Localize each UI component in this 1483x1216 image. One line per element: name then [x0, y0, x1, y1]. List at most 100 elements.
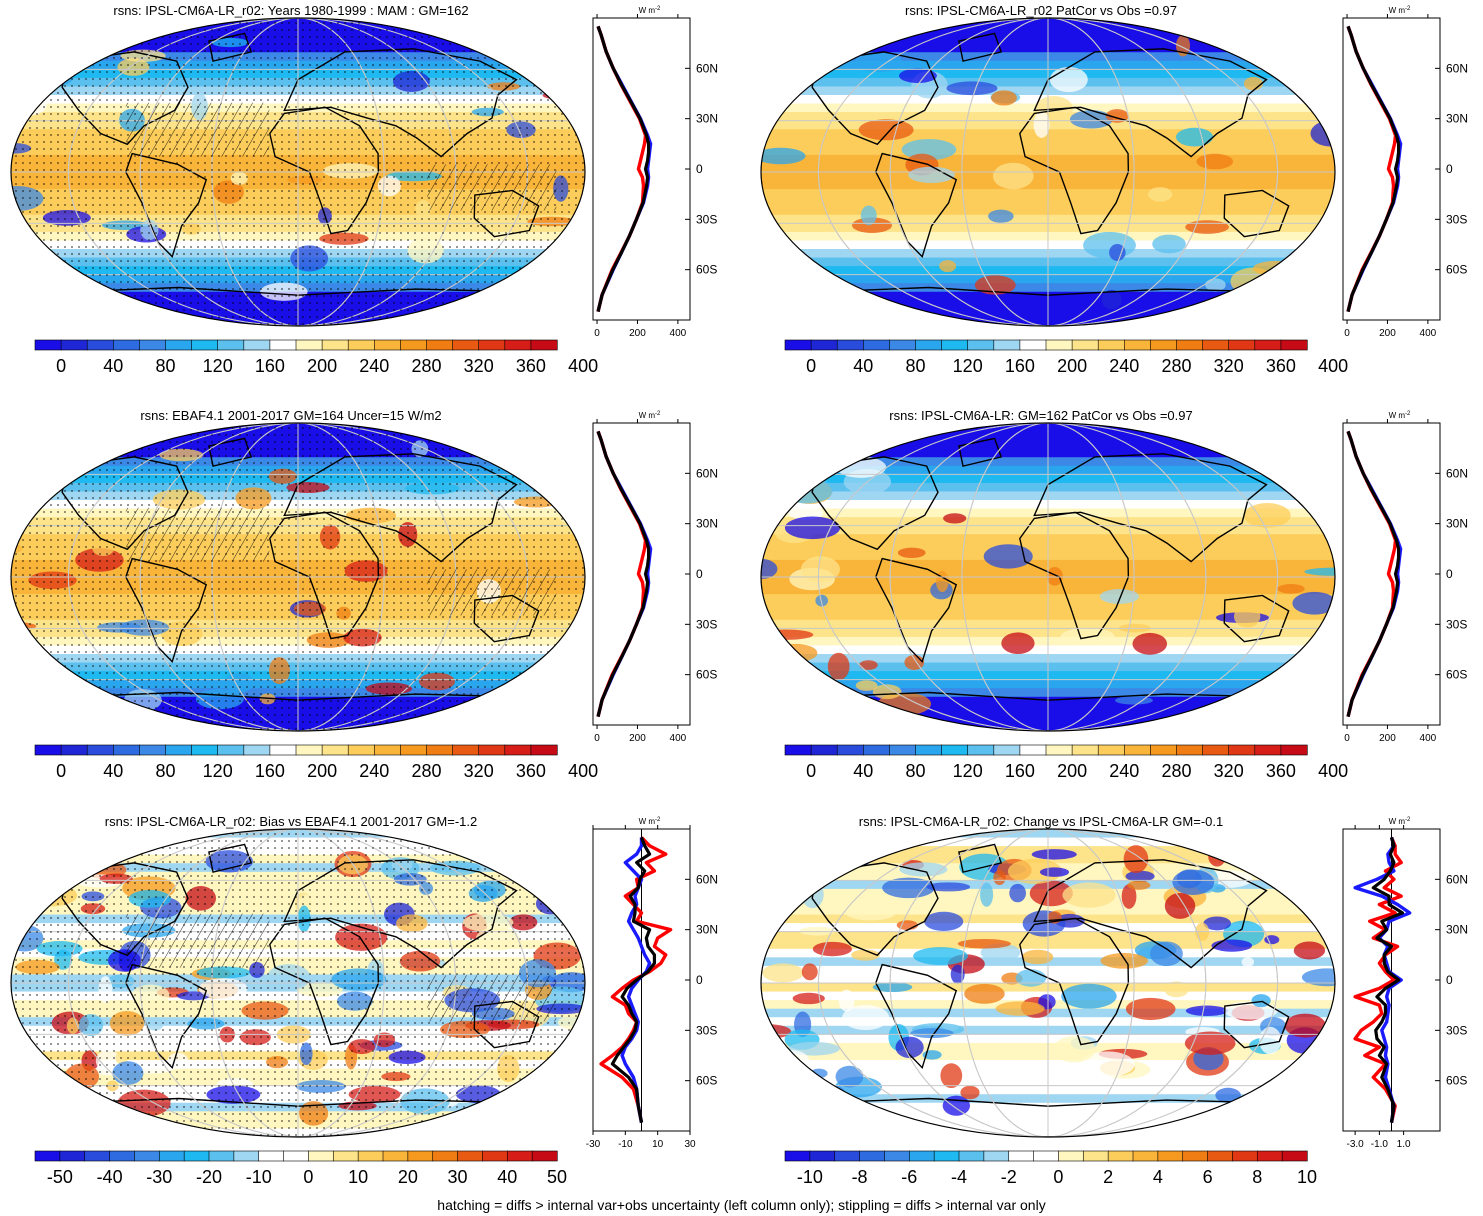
zonal-lat-label: 0 [1446, 567, 1453, 581]
colorbar-label: 200 [1057, 356, 1087, 376]
colorbar-swatch [785, 340, 811, 350]
zonal-lat-label: 30N [1446, 112, 1468, 126]
colorbar-label: 40 [103, 356, 123, 376]
zonal-unit-label: W m-2 [1389, 817, 1411, 826]
colorbar-swatch [889, 745, 915, 755]
zonal-unit-label: W m-2 [639, 6, 661, 15]
colorbar-swatch [184, 1151, 209, 1161]
zonal-frame [1343, 423, 1440, 725]
colorbar-label: 10 [1297, 1167, 1317, 1187]
zonal-lat-label: 30N [696, 923, 718, 937]
colorbar-label: -4 [951, 1167, 967, 1187]
colorbar-label: 4 [1153, 1167, 1163, 1187]
zonal-x-label: -3.0 [1347, 1139, 1365, 1150]
panel-change: rsns: IPSL-CM6A-LR_r02: Change vs IPSL-C… [750, 811, 1483, 1216]
colorbar-swatch [192, 745, 218, 755]
zonal-x-label: -30 [586, 1139, 601, 1150]
colorbar-swatch [994, 340, 1020, 350]
colorbar-swatch [994, 745, 1020, 755]
colorbar-swatch [968, 340, 994, 350]
colorbar-label: -30 [146, 1167, 172, 1187]
panel-model-mean: rsns: IPSL-CM6A-LR_r02: Years 1980-1999 … [0, 0, 740, 405]
zonal-lat-label: 0 [696, 973, 703, 987]
colorbar-label: 200 [307, 761, 337, 781]
colorbar-swatch [837, 745, 863, 755]
colorbar-swatch [1072, 745, 1098, 755]
zonal-lat-label: 60N [696, 872, 718, 886]
zonal-lat-label: 60N [1446, 61, 1468, 75]
zonal-lat-label: 30N [696, 517, 718, 531]
colorbar-label: 80 [155, 761, 175, 781]
colorbar-swatch [400, 745, 426, 755]
zonal-lat-label: 60N [696, 466, 718, 480]
colorbar-swatch [1034, 1151, 1059, 1161]
colorbar-label: 280 [1161, 356, 1191, 376]
zonal-x-label: 0 [594, 733, 600, 744]
colorbar-swatch [296, 745, 322, 755]
colorbar-label: 320 [1214, 761, 1244, 781]
zonal-x-label: 200 [629, 733, 646, 744]
zonal-x-label: 400 [1420, 733, 1437, 744]
colorbar-swatch [1072, 340, 1098, 350]
map-field [747, 829, 1352, 1138]
colorbar-label: 200 [1057, 761, 1087, 781]
colorbar-swatch [811, 340, 837, 350]
colorbar-swatch [860, 1151, 885, 1161]
colorbar-swatch [113, 340, 139, 350]
colorbar-label: 360 [1266, 761, 1296, 781]
colorbar-swatch [35, 340, 61, 350]
colorbar-swatch [348, 745, 374, 755]
colorbar-swatch [259, 1151, 284, 1161]
colorbar-swatch [35, 745, 61, 755]
colorbar-swatch [427, 745, 453, 755]
colorbar-label: 360 [516, 356, 546, 376]
colorbar-swatch [244, 340, 270, 350]
zonal-lat-label: 0 [696, 162, 703, 176]
colorbar-swatch [1046, 340, 1072, 350]
colorbar-label: 80 [905, 356, 925, 376]
map-field [0, 18, 586, 327]
panel-bias: rsns: IPSL-CM6A-LR_r02: Bias vs EBAF4.1 … [0, 811, 740, 1216]
colorbar-swatch [942, 340, 968, 350]
colorbar-swatch [113, 745, 139, 755]
colorbar-label: 120 [953, 356, 983, 376]
colorbar-label: 80 [905, 761, 925, 781]
zonal-x-label: 0 [594, 328, 600, 339]
colorbar-label: 120 [203, 761, 233, 781]
colorbar-label: 120 [953, 761, 983, 781]
colorbar-label: -40 [97, 1167, 123, 1187]
colorbar-label: 30 [448, 1167, 468, 1187]
colorbar-swatch [61, 340, 87, 350]
colorbar-swatch [166, 745, 192, 755]
zonal-frame [593, 18, 690, 320]
zonal-unit-label: W m-2 [1389, 6, 1411, 15]
colorbar-swatch [1083, 1151, 1108, 1161]
hatch-overlay [126, 508, 269, 562]
zonal-lat-label: 0 [1446, 973, 1453, 987]
zonal-lat-label: 60N [1446, 466, 1468, 480]
colorbar-swatch [531, 340, 557, 350]
colorbar-swatch [1229, 745, 1255, 755]
colorbar-label: -8 [852, 1167, 868, 1187]
zonal-lat-label: 30S [1446, 617, 1467, 631]
colorbar-swatch [1282, 1151, 1307, 1161]
colorbar-swatch [1257, 1151, 1282, 1161]
colorbar-label: 160 [1005, 356, 1035, 376]
colorbar-swatch [35, 1151, 60, 1161]
colorbar-label: 360 [516, 761, 546, 781]
zonal-x-label: 30 [684, 1139, 696, 1150]
colorbar-swatch [1150, 745, 1176, 755]
colorbar-label: 320 [464, 356, 494, 376]
colorbar-swatch [810, 1151, 835, 1161]
colorbar-label: 320 [464, 761, 494, 781]
colorbar-swatch [1255, 340, 1281, 350]
zonal-x-label: 0 [1344, 733, 1350, 744]
zonal-unit-label: W m-2 [639, 411, 661, 420]
colorbar-swatch [458, 1151, 483, 1161]
colorbar-label: -10 [797, 1167, 823, 1187]
zonal-lat-label: 60N [696, 61, 718, 75]
colorbar-swatch [785, 745, 811, 755]
